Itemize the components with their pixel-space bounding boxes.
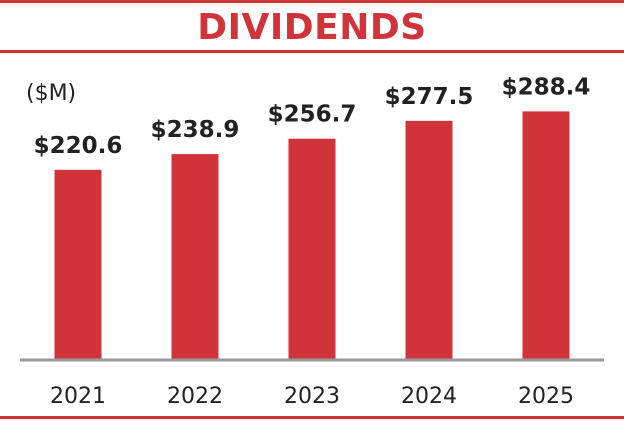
bottom-rule [0, 416, 624, 419]
x-tick-2024: 2024 [401, 384, 457, 409]
top-rule [0, 0, 624, 3]
x-tick-2025: 2025 [518, 384, 574, 409]
x-tick-2022: 2022 [167, 384, 223, 409]
unit-label: ($M) [26, 81, 77, 106]
data-label-2023: $256.7 [268, 102, 357, 128]
bar-group [54, 111, 570, 361]
data-label-2022: $238.9 [151, 117, 240, 143]
bar-2023 [288, 138, 336, 360]
x-tick-labels: 2021 2022 2023 2024 2025 [50, 384, 574, 409]
data-label-2021: $220.6 [34, 133, 123, 159]
x-tick-2021: 2021 [50, 384, 106, 409]
data-label-2025: $288.4 [502, 74, 591, 100]
data-label-2024: $277.5 [385, 84, 474, 110]
x-tick-2023: 2023 [284, 384, 340, 409]
bar-2024 [405, 120, 453, 360]
bar-2025 [522, 111, 570, 361]
chart-title: DIVIDENDS [197, 7, 427, 48]
data-labels: $220.6 $238.9 $256.7 $277.5 $288.4 [34, 74, 591, 158]
bar-2022 [171, 154, 219, 360]
bar-2021 [54, 169, 102, 360]
title-underline [0, 50, 624, 53]
